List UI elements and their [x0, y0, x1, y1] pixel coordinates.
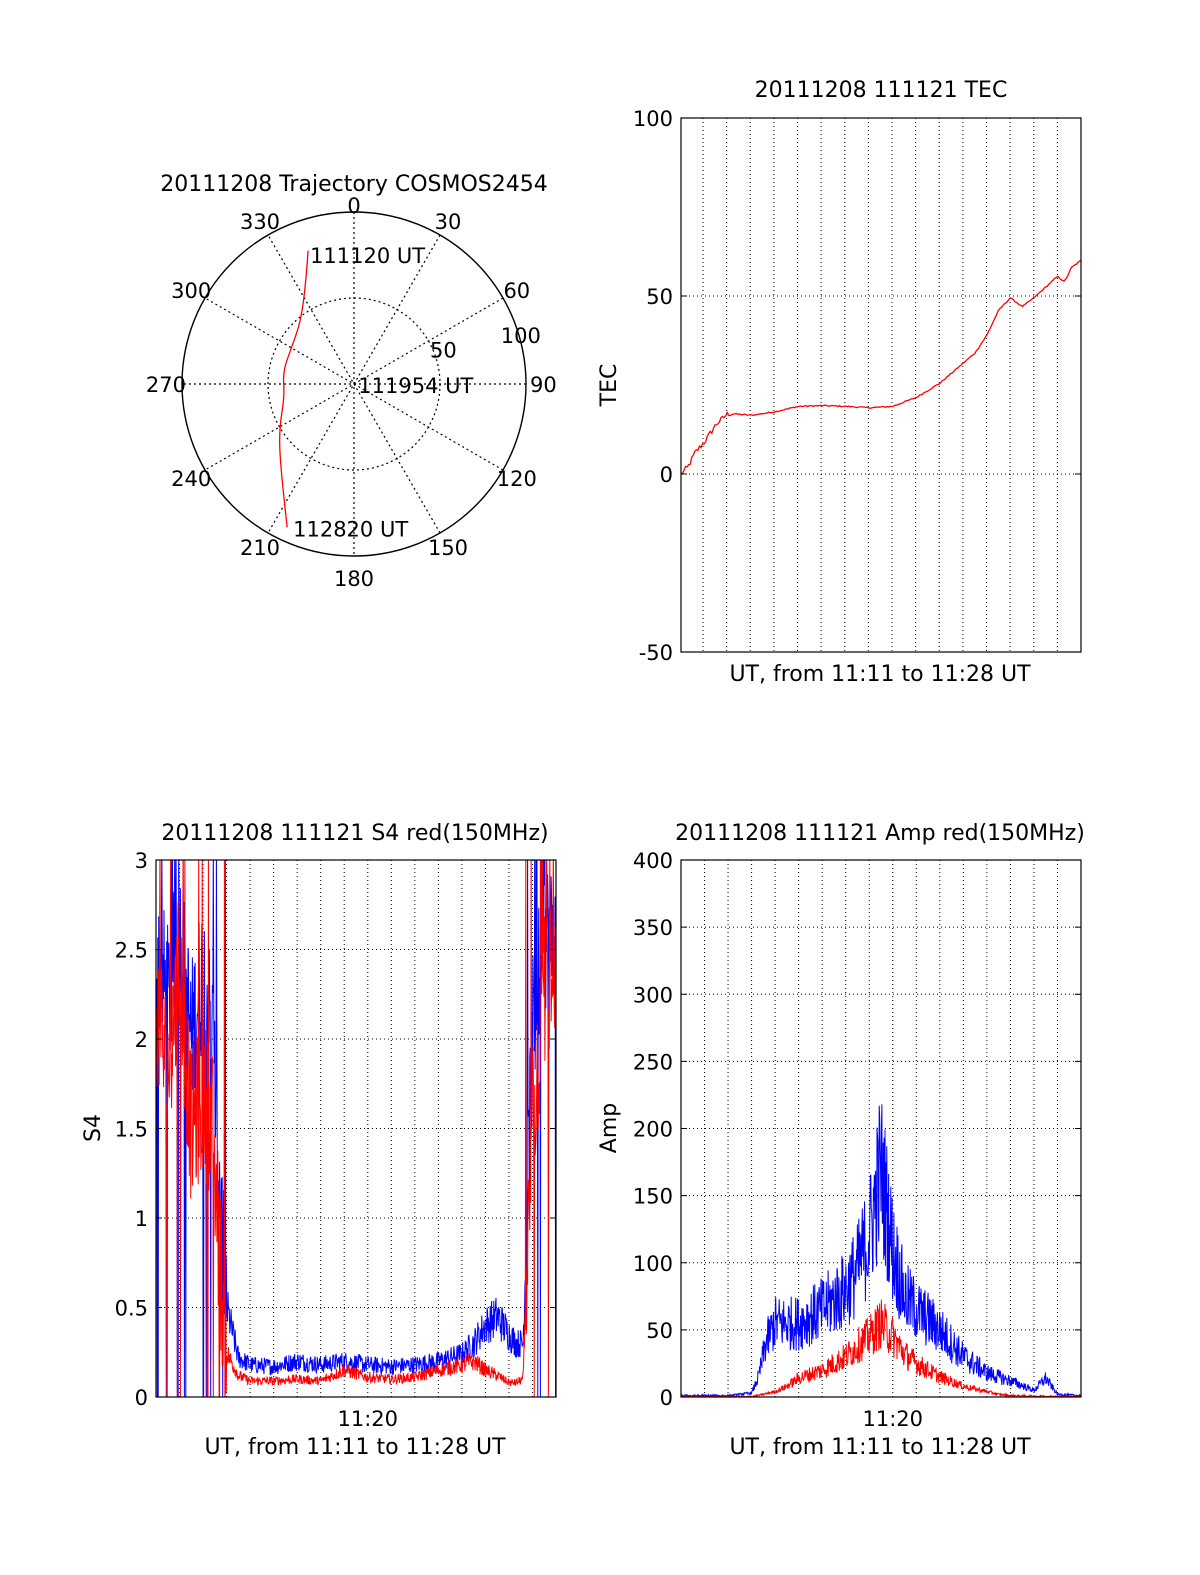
- y-tick-label: 200: [633, 1118, 673, 1142]
- polar-angle-label: 150: [428, 536, 468, 560]
- y-tick-label: 50: [646, 1319, 673, 1343]
- tec-title: 20111208 111121 TEC: [755, 78, 1008, 103]
- polar-angle-label: 0: [347, 194, 360, 218]
- y-tick-label: 0: [660, 463, 673, 487]
- y-tick-label: 250: [633, 1050, 673, 1074]
- tec-series: [681, 259, 1081, 475]
- amp-ticks: 0 50 100 150 200 250 300 350 400 11:20: [633, 849, 1081, 1431]
- polar-grid: [181, 211, 527, 557]
- s4-ticks: 0 0.5 1 1.5 2 2.5 3 11:20: [115, 849, 556, 1431]
- polar-angle-label: 270: [146, 373, 186, 397]
- y-tick-label: 350: [633, 916, 673, 940]
- trajectory-annotation: 111120 UT: [310, 244, 425, 268]
- polar-radius-label: 100: [501, 324, 541, 348]
- amp-panel: 20111208 111121 Amp red(150MHz) 0 50 100 15…: [597, 821, 1085, 1460]
- polar-radius-label: 50: [430, 338, 457, 362]
- trajectory-annotation: 111954 UT: [358, 374, 473, 398]
- y-tick-label: 0.5: [115, 1297, 148, 1321]
- x-tick-label: 11:20: [862, 1407, 923, 1431]
- s4-xlabel: UT, from 11:11 to 11:28 UT: [204, 1435, 506, 1460]
- polar-angle-label: 90: [530, 373, 557, 397]
- polar-angle-label: 120: [497, 467, 537, 491]
- y-tick-label: 300: [633, 983, 673, 1007]
- tec-grid: [681, 118, 1081, 652]
- series-line-blue: [156, 860, 556, 1397]
- amp-ylabel: Amp: [597, 1103, 622, 1153]
- tec-panel: 20111208 111121 TEC -50 0 50 100 UT, from 1…: [597, 78, 1082, 687]
- series-line-blue: [681, 1104, 1081, 1397]
- polar-panel: 20111208 Trajectory COSMOS2454 0 30 60 90 12…: [146, 172, 557, 591]
- amp-series: [681, 1104, 1081, 1397]
- polar-angle-label: 180: [334, 567, 374, 591]
- polar-title: 20111208 Trajectory COSMOS2454: [160, 172, 547, 197]
- polar-angle-labels: 0 30 60 90 120 150 180 210 240 270 300 330: [146, 194, 557, 591]
- s4-ylabel: S4: [81, 1114, 106, 1142]
- polar-radius-labels: 50 100: [430, 324, 541, 363]
- series-line-red: [681, 1299, 1081, 1397]
- series-line-red: [156, 860, 556, 1397]
- y-tick-label: 400: [633, 849, 673, 873]
- y-tick-label: 2.5: [115, 939, 148, 963]
- y-tick-label: 2: [135, 1028, 148, 1052]
- y-tick-label: 50: [646, 285, 673, 309]
- polar-angle-label: 30: [435, 210, 462, 234]
- y-tick-label: 3: [135, 849, 148, 873]
- polar-spoke: [267, 234, 441, 534]
- tec-ylabel: TEC: [597, 364, 622, 408]
- polar-angle-label: 330: [240, 210, 280, 234]
- y-tick-label: 1: [135, 1207, 148, 1231]
- polar-angle-label: 60: [503, 279, 530, 303]
- y-tick-label: 100: [633, 107, 673, 131]
- tec-axes-frame: [680, 117, 1082, 653]
- tec-xlabel: UT, from 11:11 to 11:28 UT: [729, 662, 1031, 687]
- trajectory-annotations: 111120 UT 111954 UT 112820 UT: [293, 244, 473, 541]
- s4-title: 20111208 111121 S4 red(150MHz): [161, 821, 548, 846]
- s4-panel: 20111208 111121 S4 red(150MHz) 0 0.5 1 1.5 2…: [81, 821, 557, 1460]
- trajectory-line: [279, 250, 309, 528]
- series-line-red: [681, 259, 1081, 475]
- polar-angle-label: 210: [240, 536, 280, 560]
- tec-ticks: -50 0 50 100: [633, 107, 1081, 665]
- y-tick-label: 100: [633, 1252, 673, 1276]
- amp-xlabel: UT, from 11:11 to 11:28 UT: [729, 1435, 1031, 1460]
- x-tick-label: 11:20: [337, 1407, 398, 1431]
- polar-angle-label: 240: [171, 467, 211, 491]
- trajectory-annotation: 112820 UT: [293, 517, 408, 541]
- amp-title: 20111208 111121 Amp red(150MHz): [675, 821, 1085, 846]
- y-tick-label: 150: [633, 1185, 673, 1209]
- y-tick-label: 0: [660, 1386, 673, 1410]
- y-tick-label: 0: [135, 1386, 148, 1410]
- polar-angle-label: 300: [171, 279, 211, 303]
- s4-series: [156, 860, 556, 1397]
- y-tick-label: -50: [639, 641, 673, 665]
- y-tick-label: 1.5: [115, 1118, 148, 1142]
